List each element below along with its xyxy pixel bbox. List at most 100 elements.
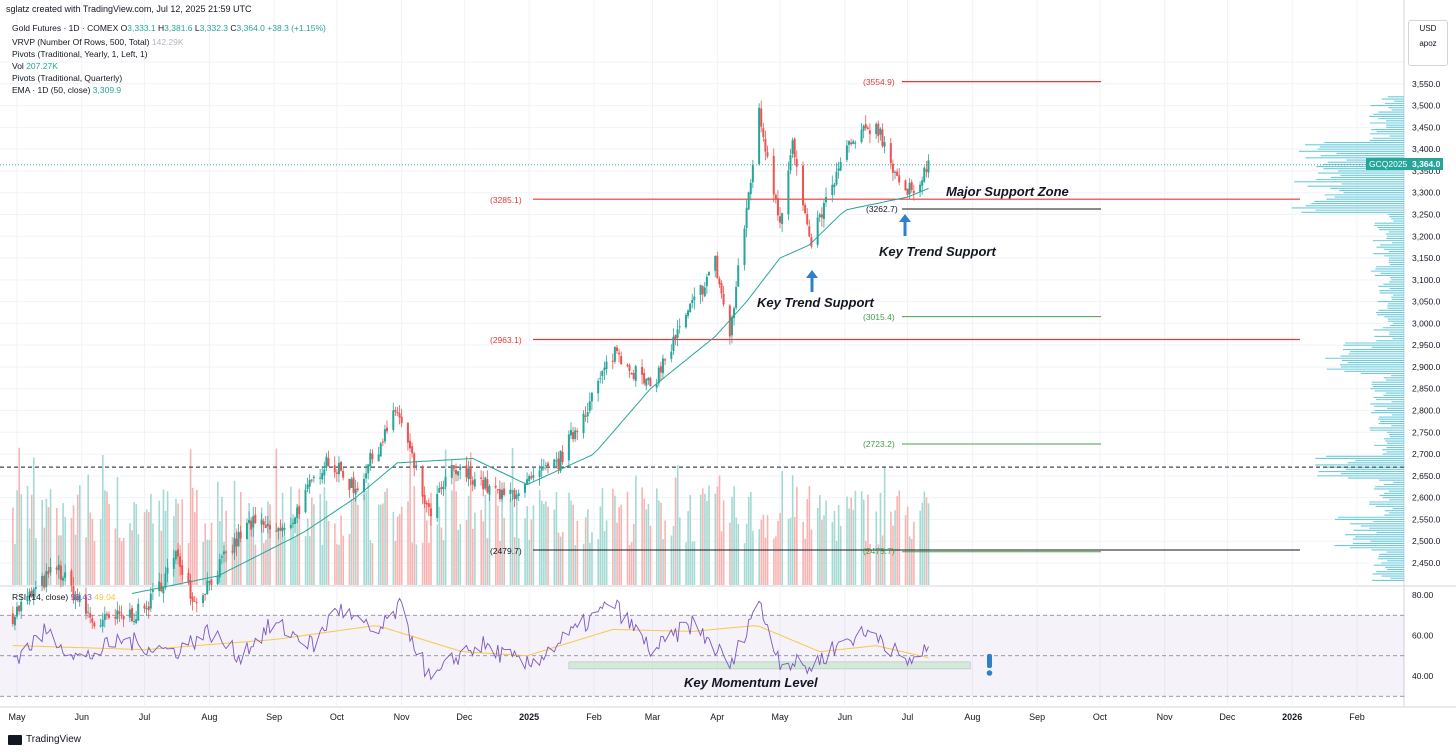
- volume-bar: [430, 492, 432, 585]
- change-value: +38.3 (+1.15%): [267, 23, 326, 33]
- candle-body: [250, 520, 253, 530]
- volume-bar: [411, 542, 414, 585]
- volume-bar: [467, 495, 470, 585]
- candle-body: [206, 580, 209, 594]
- volume-bar: [879, 492, 882, 585]
- candle-body: [335, 472, 338, 474]
- candle-body: [323, 469, 326, 476]
- volume-bar: [237, 533, 240, 585]
- exclamation-icon: [987, 654, 992, 668]
- candle-body: [546, 463, 549, 467]
- candle-body: [193, 600, 196, 602]
- time-tick-label: Feb: [586, 712, 602, 722]
- volume-bar: [384, 491, 386, 585]
- currency-label[interactable]: USD: [1419, 24, 1437, 33]
- exclamation-dot: [986, 670, 993, 676]
- volume-bar: [796, 486, 798, 585]
- pivot-label: (2723.2): [863, 439, 895, 449]
- candle-body: [225, 551, 228, 553]
- time-axis[interactable]: May Jun Jul Aug Sep Oct Nov Dec 2025 Feb Mar Apr May…: [8, 712, 1364, 722]
- pivot-label: (2479.7): [490, 546, 522, 556]
- price-tick-label: 3,350.0: [1412, 166, 1441, 176]
- candle-body: [16, 606, 18, 617]
- volume-bar: [789, 517, 792, 585]
- time-tick-label: Sep: [266, 712, 282, 722]
- symbol-legend[interactable]: Gold Futures · 1D · COMEX O3,333.1 H3,38…: [12, 23, 326, 33]
- volume-bar: [308, 536, 311, 585]
- volume-bar: [457, 529, 459, 585]
- volume-bar: [298, 488, 301, 585]
- ema-legend[interactable]: EMA · 1D (50, close) 3,309.9: [12, 85, 122, 95]
- volume-bar: [225, 510, 227, 585]
- pivots-yearly-legend[interactable]: Pivots (Traditional, Yearly, 1, Left, 1): [12, 49, 148, 59]
- volume-bar: [718, 475, 721, 585]
- candle-body: [586, 412, 589, 417]
- volume-bar: [603, 531, 606, 585]
- candle-body: [881, 129, 884, 147]
- pivots-quarterly-legend[interactable]: Pivots (Traditional, Quarterly): [12, 73, 123, 83]
- candle-body: [248, 519, 251, 524]
- candle-body: [486, 479, 489, 493]
- volume-bar: [877, 544, 880, 585]
- candle-body: [480, 477, 483, 479]
- candle-body: [321, 473, 324, 480]
- vrvp-legend[interactable]: VRVP (Number Of Rows, 500, Total) 142.29…: [12, 37, 184, 47]
- volume-bar: [658, 500, 660, 585]
- ema-line: [131, 187, 929, 594]
- rsi-legend[interactable]: RSI (14, close) 53.43 49.04: [12, 592, 116, 602]
- candle-body: [659, 366, 662, 373]
- pivot-label: (3285.1): [490, 195, 522, 205]
- footer-brand[interactable]: TradingView: [8, 734, 81, 745]
- candle-body: [528, 476, 531, 482]
- candle-body: [325, 456, 328, 468]
- volume-bar: [499, 540, 501, 585]
- candle-body: [542, 467, 545, 469]
- rsi-tick-label: 40.00: [1412, 671, 1434, 681]
- candle-body: [413, 453, 416, 468]
- volume-bar: [290, 486, 292, 585]
- volume-legend[interactable]: Vol 207.27K: [12, 61, 58, 71]
- candle-body: [312, 476, 315, 479]
- volume-bar: [118, 537, 121, 585]
- volume-bar: [731, 496, 733, 585]
- axis-currency-box[interactable]: USD apoz: [1408, 20, 1448, 66]
- volume-bar: [913, 521, 915, 585]
- price-tick-label: 2,750.0: [1412, 427, 1441, 437]
- volume-bar: [559, 536, 562, 585]
- candle-body: [114, 617, 117, 619]
- symbol-name: Gold Futures · 1D · COMEX: [12, 23, 119, 33]
- candle-body: [879, 128, 882, 135]
- candle-body: [342, 471, 345, 478]
- candle-body: [530, 476, 533, 479]
- candle-body: [632, 373, 635, 379]
- volume-bar: [911, 538, 913, 585]
- candle-body: [822, 202, 825, 219]
- candle-body: [576, 431, 579, 433]
- volume-bar: [394, 540, 397, 585]
- volume-bar: [670, 535, 673, 585]
- candle-body: [567, 434, 570, 461]
- candle-body: [172, 558, 175, 569]
- candles: [11, 100, 930, 633]
- candle-body: [908, 182, 911, 195]
- candle-body: [425, 502, 428, 505]
- candle-body: [599, 378, 602, 380]
- volume-bar: [292, 514, 294, 585]
- volume-bar: [576, 520, 579, 585]
- volume-bar: [883, 466, 886, 585]
- candle-body: [298, 506, 301, 514]
- candle-body: [133, 621, 136, 623]
- volume-bar: [26, 486, 29, 585]
- volume-bar: [148, 511, 150, 585]
- volume-bar: [283, 535, 286, 585]
- volume-bar: [423, 504, 426, 585]
- volume-bar: [750, 491, 752, 585]
- volume-bar: [267, 501, 269, 585]
- candle-body: [160, 582, 163, 592]
- volume-bar: [647, 503, 650, 585]
- volume-bar: [927, 503, 930, 585]
- volume-bar: [553, 509, 556, 585]
- volume-bar: [781, 471, 784, 585]
- rsi-tick-label: 60.00: [1412, 631, 1434, 641]
